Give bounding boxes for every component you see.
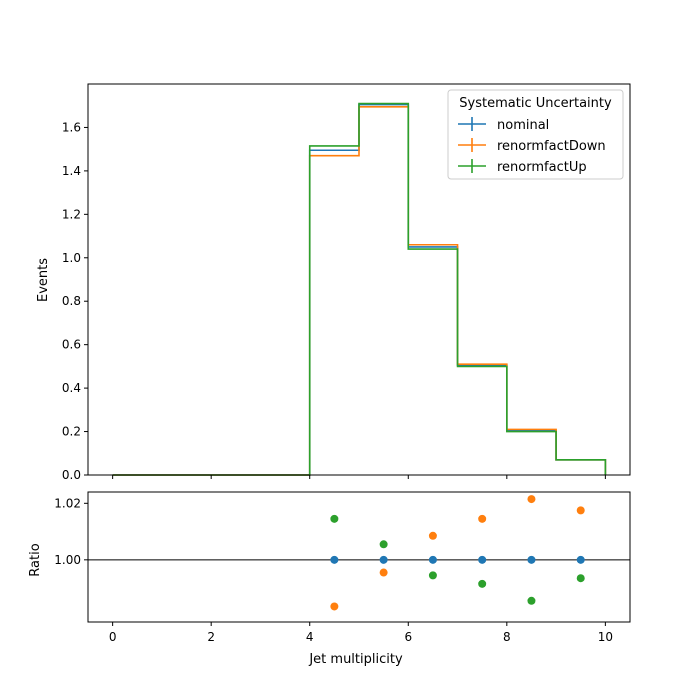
x-tick-label: 2: [207, 630, 215, 644]
ratio-point: [428, 531, 437, 540]
ratio-point: [330, 602, 339, 611]
ratio-y-tick-label: 1.02: [54, 496, 81, 510]
ratio-point: [576, 555, 585, 564]
legend-item-renormfactDown: renormfactDown: [458, 138, 606, 154]
legend-label: nominal: [497, 118, 549, 133]
legend-label: renormfactUp: [497, 160, 587, 175]
ratio-y-axis-label: Ratio: [28, 543, 43, 576]
ratio-series-renormfactDown: [330, 495, 585, 611]
x-tick-label: 8: [503, 630, 511, 644]
histogram-y-axis-label: Events: [36, 258, 51, 302]
ratio-point: [478, 555, 487, 564]
y-tick-label: 1.2: [62, 207, 81, 221]
ratio-series-renormfactUp: [330, 514, 585, 605]
y-tick-label: 1.0: [62, 251, 81, 265]
ratio-point: [527, 495, 536, 504]
histogram-x-ticks: [112, 475, 606, 479]
y-tick-label: 1.4: [62, 164, 81, 178]
x-tick-label: 0: [109, 630, 117, 644]
y-tick-label: 0.4: [62, 381, 81, 395]
ratio-point: [576, 506, 585, 515]
histogram-frame: [87, 83, 631, 476]
x-tick-label: 6: [404, 630, 412, 644]
ratio-plot-area: [88, 495, 630, 611]
x-tick-label: 10: [598, 630, 613, 644]
ratio-point: [379, 568, 388, 577]
ratio-point: [330, 555, 339, 564]
ratio-point: [527, 596, 536, 605]
y-tick-label: 1.6: [62, 120, 81, 134]
ratio-point: [379, 555, 388, 564]
legend-item-nominal: nominal: [458, 117, 549, 133]
y-tick-label: 0.2: [62, 425, 81, 439]
legend-item-renormfactUp: renormfactUp: [458, 159, 587, 175]
ratio-y-ticks: 1.00 1.02: [54, 496, 88, 567]
ratio-frame: [87, 491, 631, 623]
ratio-x-ticks: 0 2 4 6 8 10: [109, 622, 613, 644]
ratio-point: [527, 555, 536, 564]
legend-items: nominal renormfactDown renormfactUp: [458, 117, 606, 175]
ratio-point: [379, 540, 388, 549]
histogram-y-ticks: 0.0 0.2 0.4 0.6 0.8 1.0 1.2 1.4 1.6: [62, 120, 88, 482]
y-tick-label: 0.8: [62, 294, 81, 308]
legend: Systematic Uncertainty nominal renormfact…: [447, 89, 624, 180]
x-tick-label: 4: [306, 630, 314, 644]
ratio-point: [478, 514, 487, 523]
ratio-point: [330, 514, 339, 523]
y-tick-label: 0.0: [62, 468, 81, 482]
ratio-point: [478, 579, 487, 588]
x-axis-label: Jet multiplicity: [308, 652, 403, 667]
ratio-y-tick-label: 1.00: [54, 553, 81, 567]
ratio-panel: 1.00 1.02 0 2 4 6 8 10 Ratio Jet multiplicity: [28, 491, 631, 667]
legend-label: renormfactDown: [497, 139, 606, 154]
ratio-point: [428, 571, 437, 580]
legend-box: [447, 89, 624, 180]
legend-title: Systematic Uncertainty: [459, 96, 612, 111]
y-tick-label: 0.6: [62, 338, 81, 352]
ratio-point: [576, 574, 585, 583]
main-histogram-panel: 0.0 0.2 0.4 0.6 0.8 1.0 1.2 1.4 1.6 Events Syste…: [36, 83, 631, 482]
ratio-point: [428, 555, 437, 564]
ratio-series-nominal: [330, 555, 585, 564]
